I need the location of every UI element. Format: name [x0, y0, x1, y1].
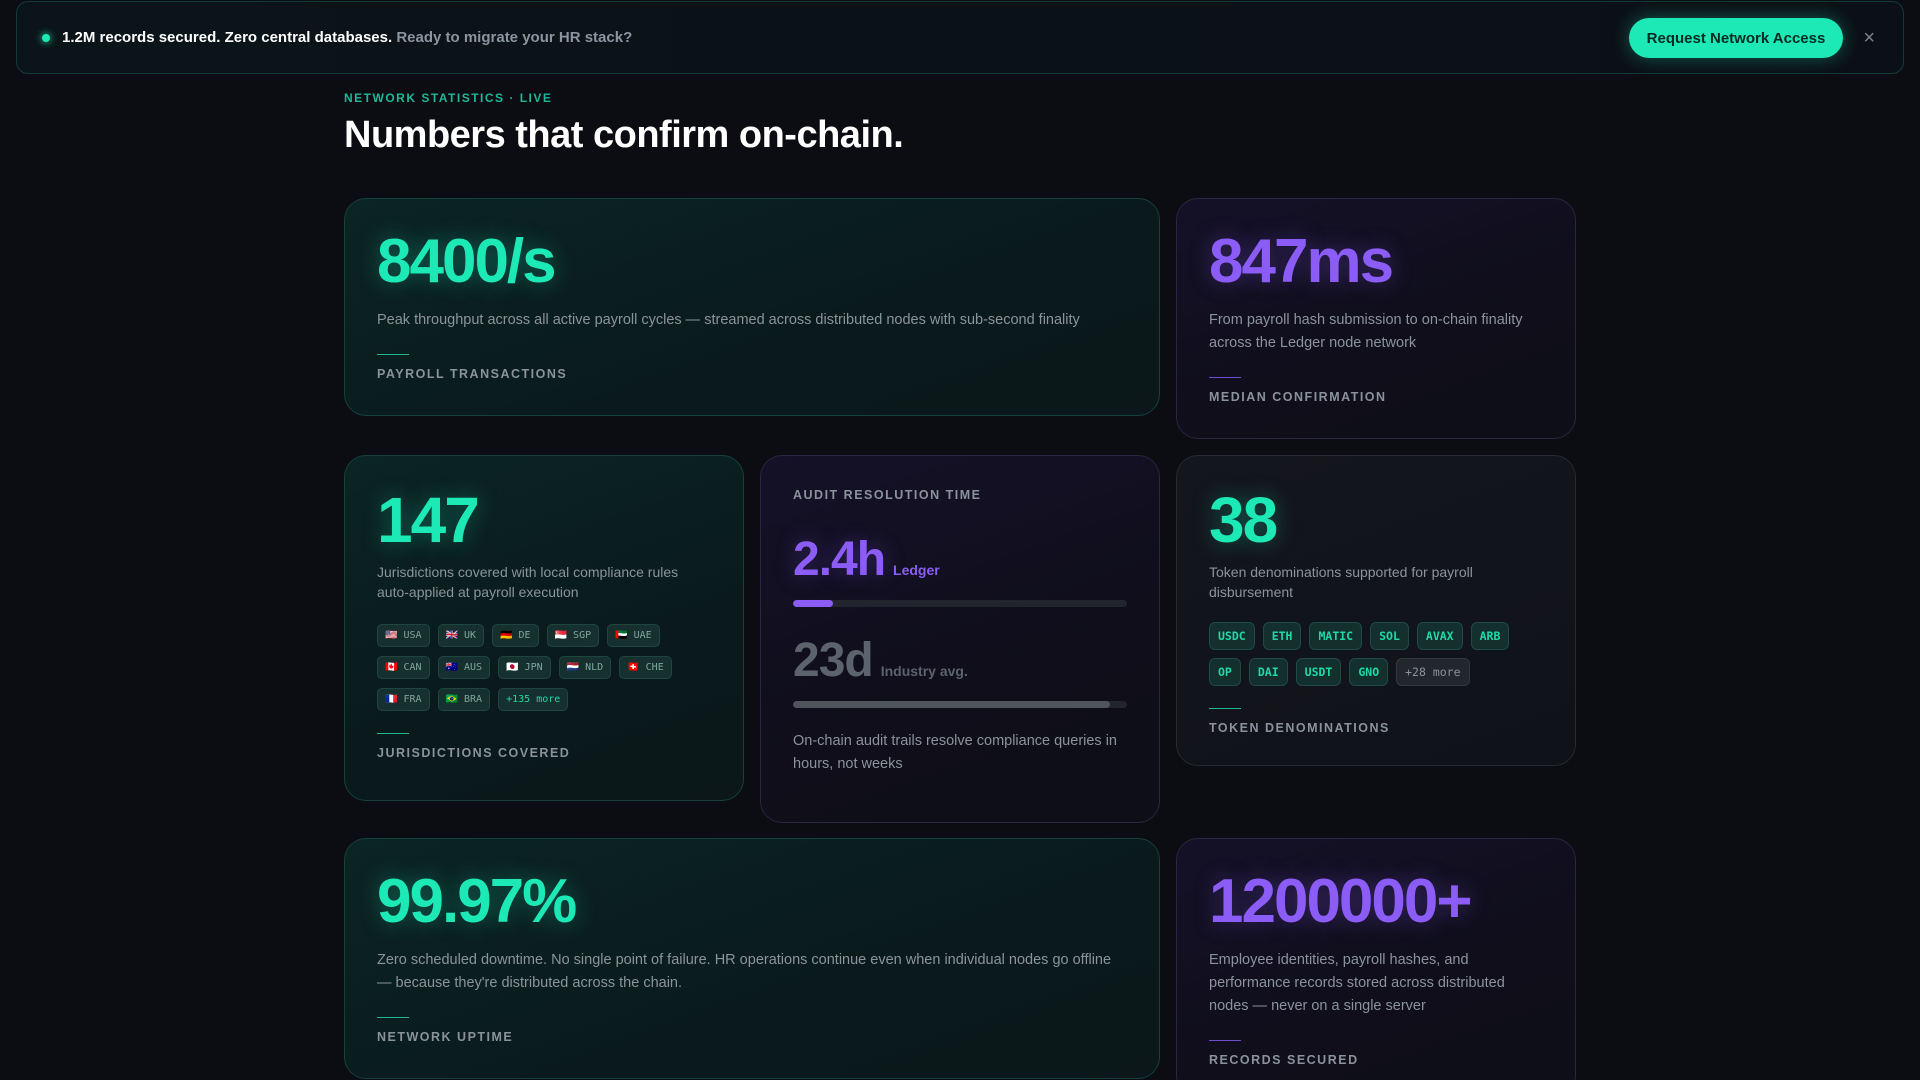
jurisdiction-chip: 🇬🇧 UK	[437, 624, 485, 647]
token-chip-list: USDC ETH MATIC SOL AVAX ARB OP DAI USDT GNO +28 mo…	[1209, 622, 1543, 686]
throughput-card: 8400/s Peak throughput across all active…	[344, 198, 1160, 416]
industry-value: 23d	[793, 634, 874, 687]
banner-muted-text: Ready to migrate your HR stack?	[396, 29, 633, 46]
divider	[377, 1017, 409, 1018]
divider	[377, 733, 409, 734]
tokens-caption: TOKEN DENOMINATIONS	[1209, 721, 1390, 735]
banner-strong-text: 1.2M records secured. Zero central datab…	[62, 29, 393, 46]
jurisdiction-chip: 🇨🇦 CAN	[377, 656, 430, 679]
banner-message: 1.2M records secured. Zero central datab…	[62, 29, 632, 46]
token-chip: DAI	[1248, 658, 1288, 686]
records-caption: RECORDS SECURED	[1209, 1053, 1359, 1067]
token-chip: ETH	[1262, 622, 1302, 650]
live-status-dot	[42, 33, 50, 42]
records-value: 1200000+	[1209, 867, 1473, 936]
confirmation-caption: MEDIAN CONFIRMATION	[1209, 390, 1387, 404]
industry-bar-fill	[793, 701, 1111, 708]
throughput-description: Peak throughput across all active payrol…	[377, 312, 1080, 328]
jurisdiction-chip: 🇨🇭 CHE	[619, 656, 672, 679]
token-chip: USDC	[1209, 622, 1255, 650]
confirmation-description: From payroll hash submission to on-chain…	[1209, 312, 1523, 351]
uptime-caption: NETWORK UPTIME	[377, 1030, 514, 1044]
divider	[1209, 377, 1241, 378]
divider	[377, 354, 409, 355]
uptime-card: 99.97% Zero scheduled downtime. No singl…	[344, 838, 1160, 1079]
section-eyebrow: NETWORK STATISTICS · LIVE	[344, 91, 553, 105]
records-card: 1200000+ Employee identities, payroll ha…	[1176, 838, 1576, 1080]
jurisdiction-more-chip: +135 more	[498, 688, 569, 711]
industry-label: Industry avg.	[880, 663, 968, 679]
jurisdiction-chip: 🇳🇱 NLD	[558, 656, 612, 679]
jurisdiction-chip: 🇯🇵 JPN	[498, 656, 551, 679]
tokens-card: 38 Token denominations supported for pay…	[1176, 455, 1576, 766]
jurisdiction-chip: 🇦🇪 UAE	[607, 624, 660, 647]
records-description: Employee identities, payroll hashes, and…	[1209, 952, 1505, 1014]
divider	[1209, 708, 1241, 709]
audit-caption: AUDIT RESOLUTION TIME	[793, 488, 982, 502]
throughput-value: 8400/s	[377, 227, 557, 296]
jurisdiction-chip: 🇩🇪 DE	[492, 624, 539, 647]
token-chip: USDT	[1295, 658, 1342, 686]
token-chip: SOL	[1370, 622, 1409, 650]
token-more-chip: +28 more	[1396, 658, 1470, 686]
jurisdiction-chip: 🇸🇬 SGP	[546, 624, 600, 647]
ledger-value: 2.4h	[793, 533, 886, 586]
jurisdictions-value: 147	[377, 484, 480, 556]
tokens-value: 38	[1209, 484, 1278, 556]
jurisdiction-chip: 🇺🇸 USA	[377, 624, 430, 647]
jurisdiction-chip: 🇫🇷 FRA	[377, 688, 430, 711]
uptime-description: Zero scheduled downtime. No single point…	[377, 952, 1112, 991]
jurisdictions-card: 147 Jurisdictions covered with local com…	[344, 455, 744, 801]
request-network-access-button[interactable]: Request Network Access	[1629, 18, 1843, 58]
token-chip: OP	[1209, 658, 1241, 686]
ledger-metric: 2.4h Ledger	[793, 536, 1127, 584]
token-chip: GNO	[1349, 658, 1389, 686]
industry-metric: 23d Industry avg.	[793, 637, 1127, 685]
token-chip: MATIC	[1309, 622, 1363, 650]
uptime-value: 99.97%	[377, 867, 577, 936]
ledger-bar-fill	[793, 600, 834, 607]
close-icon[interactable]: ×	[1863, 27, 1875, 49]
industry-bar	[793, 701, 1127, 708]
audit-card: AUDIT RESOLUTION TIME 2.4h Ledger 23d In…	[760, 455, 1160, 823]
token-chip: ARB	[1470, 622, 1510, 650]
confirmation-card: 847ms From payroll hash submission to on…	[1176, 198, 1576, 439]
ledger-label: Ledger	[893, 562, 940, 578]
jurisdictions-caption: JURISDICTIONS COVERED	[377, 746, 571, 760]
jurisdiction-chip-list: 🇺🇸 USA 🇬🇧 UK 🇩🇪 DE 🇸🇬 SGP 🇦🇪 UAE 🇨🇦 CAN 🇦🇺 AUS…	[377, 624, 711, 711]
divider	[1209, 1040, 1241, 1041]
jurisdiction-chip: 🇧🇷 BRA	[437, 688, 491, 711]
throughput-caption: PAYROLL TRANSACTIONS	[377, 367, 568, 381]
section-title: Numbers that confirm on-chain.	[344, 114, 904, 156]
tokens-description: Token denominations supported for payrol…	[1209, 564, 1473, 600]
audit-description: On-chain audit trails resolve compliance…	[793, 733, 1117, 772]
token-chip: AVAX	[1416, 622, 1463, 650]
announcement-banner: 1.2M records secured. Zero central datab…	[16, 1, 1904, 74]
jurisdiction-chip: 🇦🇺 AUS	[437, 656, 491, 679]
confirmation-value: 847ms	[1209, 227, 1394, 296]
jurisdictions-description: Jurisdictions covered with local complia…	[377, 564, 679, 600]
ledger-bar	[793, 600, 1127, 607]
